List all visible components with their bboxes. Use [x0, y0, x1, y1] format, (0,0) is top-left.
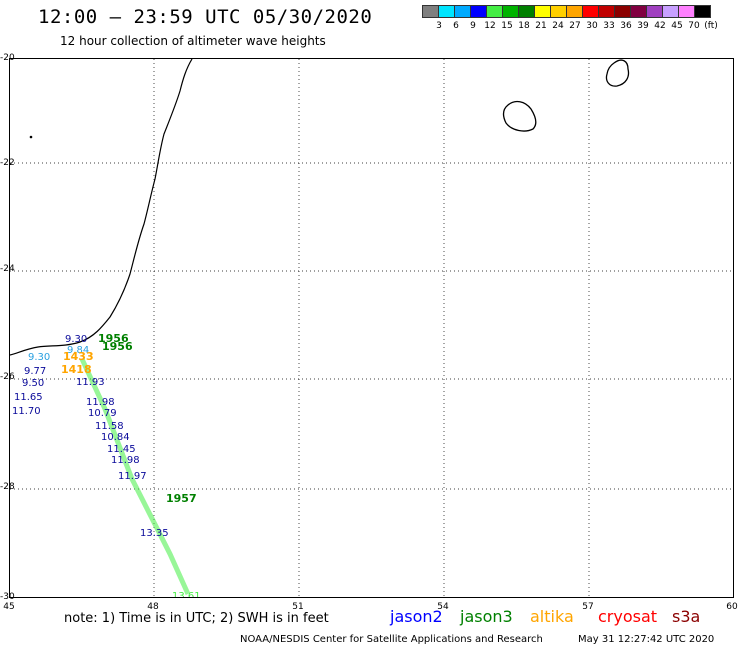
legend-tick-label: 42	[654, 21, 666, 31]
wave-height-label: 1433	[63, 350, 94, 363]
legend-tick-label: 12	[484, 21, 496, 31]
legend-tick-label: 15	[501, 21, 513, 31]
x-label-4: 57	[582, 602, 594, 612]
credit-line: NOAA/NESDIS Center for Satellite Applica…	[240, 634, 543, 645]
madagascar-coastline	[9, 58, 193, 356]
wave-height-label: 9.50	[22, 378, 44, 389]
wave-height-label: 9.77	[24, 366, 46, 377]
legend-swatch	[534, 5, 551, 18]
legend-jason2: jason2	[390, 607, 443, 626]
wave-height-label: 1956	[102, 340, 133, 353]
color-legend: 3 6 9 12 15 18 21 24 27 30 33 36 39 42 45 70 (ft)	[422, 5, 740, 35]
legend-swatch	[630, 5, 647, 18]
legend-swatch	[438, 5, 455, 18]
reunion-island	[502, 100, 537, 132]
wave-height-label: 13.35	[140, 528, 169, 539]
legend-swatch	[454, 5, 471, 18]
legend-jason3: jason3	[460, 607, 513, 626]
legend-swatch	[646, 5, 663, 18]
legend-tick-label: 24	[552, 21, 564, 31]
units-note: note: 1) Time is in UTC; 2) SWH is in fe…	[64, 611, 329, 626]
wave-height-label: 11.65	[14, 392, 43, 403]
small-island	[29, 135, 33, 139]
legend-swatch	[486, 5, 503, 18]
x-label-5: 60	[726, 602, 738, 612]
legend-s3a: s3a	[672, 607, 701, 626]
legend-swatch	[678, 5, 695, 18]
legend-swatch	[550, 5, 567, 18]
legend-swatch	[502, 5, 519, 18]
legend-tick-label: 21	[535, 21, 547, 31]
wave-height-label: 11.93	[76, 377, 105, 388]
legend-tick-label: 18	[518, 21, 530, 31]
legend-tick-label: 33	[603, 21, 615, 31]
wave-height-label: 10.84	[101, 432, 130, 443]
wave-height-label: 10.79	[88, 408, 117, 419]
y-label-2: -24	[0, 264, 15, 274]
wave-height-label: 13.61	[172, 591, 201, 597]
map-title: 12:00 – 23:59 UTC 05/30/2020	[38, 6, 373, 28]
wave-height-label: 11.98	[86, 397, 115, 408]
x-label-1: 48	[147, 602, 159, 612]
legend-swatch	[422, 5, 439, 18]
y-label-4: -28	[0, 482, 15, 492]
legend-unit: (ft)	[704, 21, 718, 31]
legend-swatch	[582, 5, 599, 18]
x-label-2: 51	[292, 602, 304, 612]
legend-swatch	[518, 5, 535, 18]
legend-tick-label: 27	[569, 21, 581, 31]
x-label-3: 54	[437, 602, 449, 612]
legend-swatch	[470, 5, 487, 18]
legend-ticks: 3 6 9 12 15 18 21 24 27 30 33 36 39 42 45 70 (ft)	[422, 21, 740, 33]
wave-height-label: 9.30	[28, 352, 50, 363]
wave-height-label: 1957	[166, 492, 197, 505]
map-frame: 9.30 1956 1956 9.30 9.84 1433 9.77 1418 9.50 11.9…	[9, 58, 734, 602]
legend-swatches	[422, 5, 740, 18]
legend-altika: altika	[530, 607, 574, 626]
legend-tick-label: 30	[586, 21, 598, 31]
x-label-0: 45	[3, 602, 15, 612]
wave-height-label: 11.58	[95, 421, 124, 432]
wave-height-label: 9.84	[67, 345, 89, 356]
y-label-3: -26	[0, 372, 15, 382]
legend-swatch	[694, 5, 711, 18]
y-label-5: -30	[0, 592, 15, 602]
altimeter-track	[79, 357, 191, 596]
legend-tick-label: 39	[637, 21, 649, 31]
legend-swatch	[566, 5, 583, 18]
wave-height-label: 1956	[98, 332, 129, 345]
legend-swatch	[614, 5, 631, 18]
legend-tick-label: 9	[470, 21, 476, 31]
legend-tick-label: 3	[436, 21, 442, 31]
map-subtitle: 12 hour collection of altimeter wave hei…	[60, 34, 326, 48]
wave-height-label: 11.45	[107, 444, 136, 455]
legend-tick-label: 36	[620, 21, 632, 31]
wave-height-label: 1418	[61, 363, 92, 376]
y-label-0: -20	[0, 53, 15, 63]
wave-height-label: 9.30	[65, 334, 87, 345]
legend-cryosat: cryosat	[598, 607, 658, 626]
generated-timestamp: May 31 12:27:42 UTC 2020	[578, 634, 715, 645]
legend-swatch	[662, 5, 679, 18]
wave-height-label: 11.98	[111, 455, 140, 466]
y-label-1: -22	[0, 158, 15, 168]
legend-tick-label: 6	[453, 21, 459, 31]
legend-tick-label: 45	[671, 21, 683, 31]
wave-height-label: 11.70	[12, 406, 41, 417]
legend-swatch	[598, 5, 615, 18]
mauritius-island	[605, 59, 630, 87]
wave-height-label: 11.97	[118, 471, 147, 482]
legend-tick-label: 70	[688, 21, 700, 31]
